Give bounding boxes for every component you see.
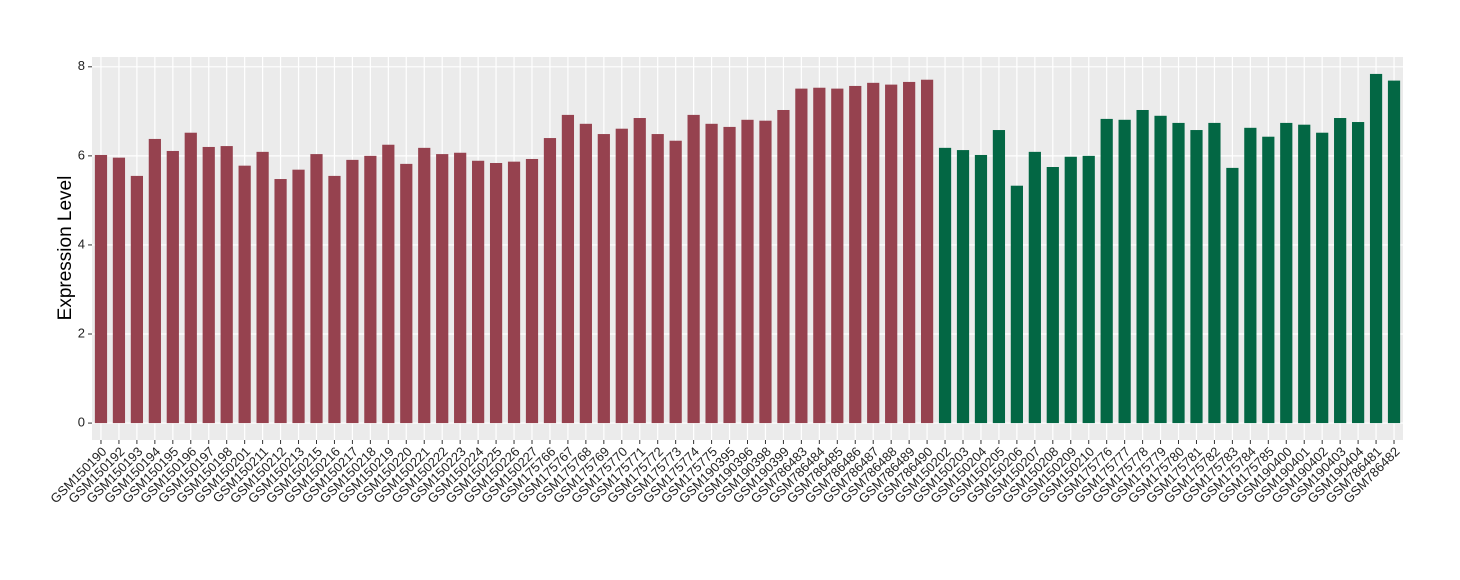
bar <box>1154 115 1167 424</box>
bar <box>741 119 754 424</box>
bar <box>903 81 916 424</box>
bar <box>436 154 449 424</box>
bar <box>813 87 826 424</box>
bar <box>1136 109 1149 424</box>
bar <box>274 179 287 424</box>
bar <box>184 132 197 424</box>
bar <box>1262 136 1275 424</box>
bar <box>1028 151 1041 424</box>
bar <box>1351 122 1365 424</box>
bar <box>1244 127 1257 424</box>
bar <box>938 147 952 424</box>
bar <box>238 165 251 424</box>
bar <box>400 163 413 424</box>
bar <box>418 147 431 424</box>
y-tick-label: 8 <box>78 58 85 73</box>
bar <box>94 154 108 424</box>
bar <box>364 155 377 424</box>
bar <box>705 123 718 424</box>
bar <box>1316 132 1329 424</box>
bar <box>831 88 844 424</box>
bar <box>1334 118 1347 424</box>
bar <box>651 134 664 424</box>
bar <box>669 140 682 424</box>
bar <box>633 118 646 424</box>
y-axis-label: Expression Level <box>55 176 76 321</box>
bar <box>920 79 934 424</box>
bar <box>1118 119 1131 424</box>
bar <box>1226 167 1239 424</box>
bar <box>561 114 575 424</box>
bar <box>1190 130 1203 424</box>
bar <box>328 175 341 424</box>
bar <box>148 138 161 424</box>
bar <box>112 157 126 424</box>
bar <box>956 150 970 424</box>
bar <box>867 82 880 424</box>
bar <box>849 85 862 424</box>
bar <box>992 130 1006 424</box>
bar <box>220 146 233 424</box>
bar <box>974 154 988 424</box>
y-tick-label: 6 <box>78 147 85 162</box>
bar <box>472 160 485 424</box>
bar <box>1082 155 1095 424</box>
bar <box>202 146 215 424</box>
bar <box>310 154 323 424</box>
bar <box>1208 122 1221 424</box>
bar <box>1172 122 1185 424</box>
bar <box>615 128 628 424</box>
y-tick-label: 0 <box>78 415 85 430</box>
bar <box>1387 80 1401 424</box>
bar <box>256 151 269 424</box>
bar <box>579 123 592 424</box>
bar <box>1010 185 1023 424</box>
bar <box>1100 118 1113 424</box>
bar <box>454 152 467 424</box>
bar <box>1064 156 1077 424</box>
bar <box>543 138 557 424</box>
y-tick-label: 4 <box>78 236 85 251</box>
bar <box>885 84 898 424</box>
bar <box>687 114 700 424</box>
bar <box>597 134 610 424</box>
bar <box>723 126 736 424</box>
bar <box>382 144 395 424</box>
bar <box>1369 73 1383 424</box>
bar <box>292 169 305 424</box>
bar <box>489 162 503 424</box>
bar <box>777 109 790 424</box>
bar <box>1046 167 1059 424</box>
bar <box>1298 124 1311 424</box>
bar <box>130 175 144 424</box>
bar <box>1280 122 1293 424</box>
bar <box>525 158 539 424</box>
y-tick-label: 2 <box>78 325 85 340</box>
bar <box>346 159 359 424</box>
bar <box>759 120 772 424</box>
bar <box>507 161 521 424</box>
bar <box>795 88 808 424</box>
bar <box>166 150 179 424</box>
